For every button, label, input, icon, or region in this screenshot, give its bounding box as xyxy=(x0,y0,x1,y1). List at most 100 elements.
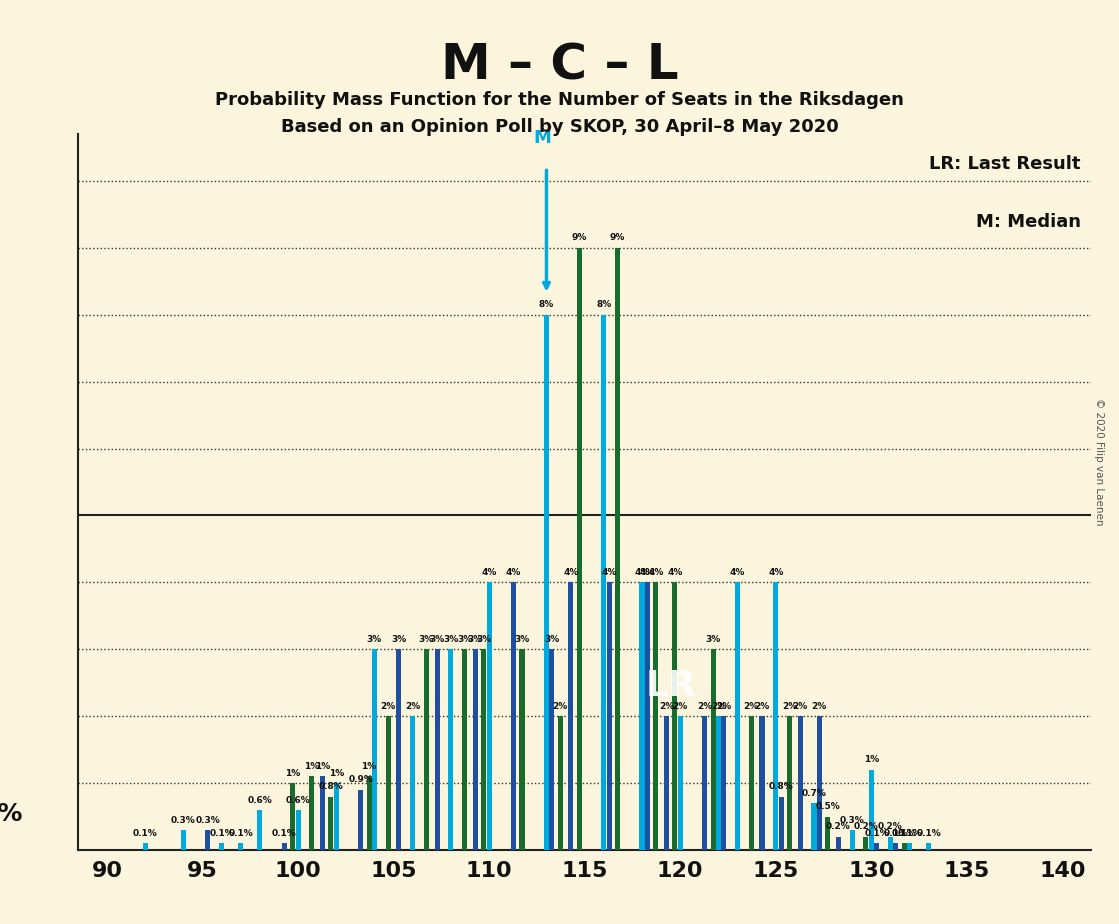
Text: 4%: 4% xyxy=(768,568,783,577)
Text: 0.7%: 0.7% xyxy=(801,789,827,798)
Text: 8%: 8% xyxy=(539,300,554,310)
Text: 0.8%: 0.8% xyxy=(769,783,793,791)
Bar xyxy=(735,582,740,850)
Bar xyxy=(749,716,754,850)
Bar xyxy=(601,315,606,850)
Bar xyxy=(678,716,683,850)
Bar xyxy=(836,837,841,850)
Text: 4%: 4% xyxy=(601,568,617,577)
Bar xyxy=(320,776,325,850)
Bar xyxy=(282,844,286,850)
Text: 2%: 2% xyxy=(792,702,808,711)
Bar xyxy=(787,716,792,850)
Bar xyxy=(434,650,440,850)
Text: 0.9%: 0.9% xyxy=(348,775,373,784)
Bar xyxy=(396,650,402,850)
Text: 0.6%: 0.6% xyxy=(285,796,310,805)
Text: M: M xyxy=(534,129,552,147)
Text: LR: LR xyxy=(646,669,696,703)
Bar xyxy=(411,716,415,850)
Bar xyxy=(424,650,429,850)
Text: 0.1%: 0.1% xyxy=(228,829,253,838)
Bar xyxy=(798,716,802,850)
Bar xyxy=(557,716,563,850)
Text: 0.1%: 0.1% xyxy=(892,829,916,838)
Bar xyxy=(290,784,295,850)
Bar xyxy=(606,582,612,850)
Text: 0.3%: 0.3% xyxy=(839,816,865,824)
Text: 2%: 2% xyxy=(744,702,759,711)
Bar xyxy=(711,650,716,850)
Bar xyxy=(238,844,243,850)
Text: M – C – L: M – C – L xyxy=(441,42,678,90)
Text: 0.1%: 0.1% xyxy=(864,829,888,838)
Text: 2%: 2% xyxy=(553,702,567,711)
Bar xyxy=(849,830,855,850)
Bar xyxy=(219,844,224,850)
Bar xyxy=(702,716,707,850)
Text: 0.3%: 0.3% xyxy=(196,816,220,824)
Bar xyxy=(386,716,391,850)
Bar xyxy=(645,582,650,850)
Text: © 2020 Filip van Laenen: © 2020 Filip van Laenen xyxy=(1094,398,1104,526)
Text: 5%: 5% xyxy=(0,802,22,826)
Bar xyxy=(868,770,874,850)
Bar xyxy=(367,776,372,850)
Bar xyxy=(257,810,262,850)
Bar xyxy=(481,650,487,850)
Text: 0.1%: 0.1% xyxy=(916,829,941,838)
Text: 4%: 4% xyxy=(563,568,579,577)
Text: 0.2%: 0.2% xyxy=(854,822,878,832)
Bar xyxy=(372,650,377,850)
Text: 9%: 9% xyxy=(610,234,626,242)
Text: 4%: 4% xyxy=(634,568,650,577)
Bar xyxy=(722,716,726,850)
Text: 2%: 2% xyxy=(811,702,827,711)
Text: 2%: 2% xyxy=(405,702,421,711)
Text: 3%: 3% xyxy=(392,635,406,644)
Bar xyxy=(449,650,453,850)
Text: 3%: 3% xyxy=(515,635,529,644)
Text: 1%: 1% xyxy=(329,769,344,778)
Bar xyxy=(462,650,468,850)
Bar xyxy=(874,844,880,850)
Bar xyxy=(576,248,582,850)
Bar xyxy=(309,776,314,850)
Bar xyxy=(295,810,301,850)
Bar xyxy=(760,716,764,850)
Text: 1%: 1% xyxy=(864,756,878,764)
Text: 3%: 3% xyxy=(468,635,483,644)
Text: 4%: 4% xyxy=(648,568,664,577)
Text: 1%: 1% xyxy=(314,762,330,772)
Bar xyxy=(653,582,658,850)
Bar xyxy=(333,784,339,850)
Text: 1%: 1% xyxy=(361,762,377,772)
Text: 0.1%: 0.1% xyxy=(209,829,234,838)
Text: LR: Last Result: LR: Last Result xyxy=(930,155,1081,174)
Text: 0.1%: 0.1% xyxy=(133,829,158,838)
Bar xyxy=(811,803,817,850)
Text: 0.2%: 0.2% xyxy=(826,822,850,832)
Bar xyxy=(887,837,893,850)
Bar xyxy=(473,650,478,850)
Bar xyxy=(358,790,364,850)
Bar xyxy=(549,650,554,850)
Text: 4%: 4% xyxy=(506,568,521,577)
Text: Probability Mass Function for the Number of Seats in the Riksdagen: Probability Mass Function for the Number… xyxy=(215,91,904,108)
Text: 3%: 3% xyxy=(430,635,444,644)
Text: M: Median: M: Median xyxy=(976,213,1081,231)
Bar xyxy=(902,844,906,850)
Bar xyxy=(519,650,525,850)
Bar xyxy=(673,582,677,850)
Bar xyxy=(181,830,186,850)
Text: 4%: 4% xyxy=(640,568,655,577)
Text: 0.8%: 0.8% xyxy=(319,783,344,791)
Text: 3%: 3% xyxy=(443,635,459,644)
Bar xyxy=(142,844,148,850)
Text: 2%: 2% xyxy=(754,702,770,711)
Bar xyxy=(664,716,669,850)
Text: Based on an Opinion Poll by SKOP, 30 April–8 May 2020: Based on an Opinion Poll by SKOP, 30 Apr… xyxy=(281,118,838,136)
Text: 2%: 2% xyxy=(711,702,726,711)
Text: 3%: 3% xyxy=(367,635,382,644)
Bar xyxy=(639,582,645,850)
